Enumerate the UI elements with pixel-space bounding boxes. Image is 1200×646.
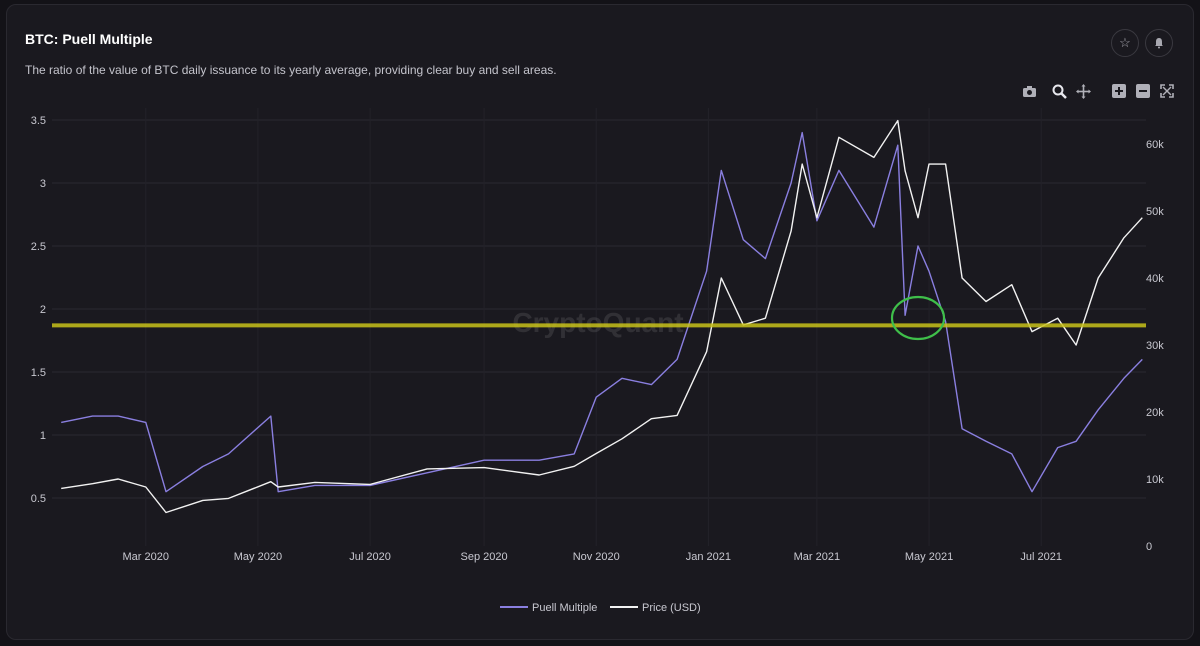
- x-tick-label: May 2021: [905, 551, 953, 563]
- watermark: CryptoQuant: [512, 307, 683, 338]
- legend-label: Puell Multiple: [532, 602, 597, 614]
- puell-multiple-line: [61, 131, 1143, 493]
- y-left-tick-label: 0.5: [31, 493, 46, 505]
- y-left-tick-label: 3.5: [31, 115, 46, 127]
- chart-title: BTC: Puell Multiple: [25, 31, 153, 47]
- favorite-button[interactable]: ☆: [1111, 29, 1139, 57]
- x-tick-label: Jul 2021: [1020, 551, 1062, 563]
- x-tick-label: May 2020: [234, 551, 282, 563]
- bell-icon: [1155, 38, 1163, 49]
- alert-button[interactable]: [1145, 29, 1173, 57]
- right-axis: 0 10k 20k 30k 40k 50k 60k: [1146, 139, 1164, 553]
- x-tick-label: Nov 2020: [573, 551, 620, 563]
- camera-icon[interactable]: [1021, 83, 1037, 99]
- y-left-tick-label: 2: [40, 304, 46, 316]
- chart-toolbar: [1021, 83, 1175, 99]
- y-left-tick-label: 1: [40, 430, 46, 442]
- y-right-tick-label: 20k: [1146, 407, 1164, 419]
- autoscale-icon[interactable]: [1159, 83, 1175, 99]
- pan-icon[interactable]: [1075, 83, 1091, 99]
- series-layer: [61, 119, 1143, 514]
- legend-label: Price (USD): [642, 602, 701, 614]
- x-tick-label: Sep 2020: [461, 551, 508, 563]
- x-tick-label: Mar 2020: [123, 551, 169, 563]
- highlight-circle: [890, 295, 946, 341]
- zoom-out-icon[interactable]: [1135, 83, 1151, 99]
- zoom-icon[interactable]: [1051, 83, 1067, 99]
- chart-card: BTC: Puell Multiple The ratio of the val…: [6, 4, 1194, 640]
- y-right-tick-label: 60k: [1146, 139, 1164, 151]
- y-left-tick-label: 1.5: [31, 367, 46, 379]
- y-right-tick-label: 50k: [1146, 206, 1164, 218]
- y-right-tick-label: 40k: [1146, 273, 1164, 285]
- x-tick-label: Jul 2020: [349, 551, 391, 563]
- y-right-tick-label: 30k: [1146, 340, 1164, 352]
- price-line: [61, 119, 1143, 514]
- left-axis: 0.5 1 1.5 2 2.5 3 3.5: [31, 115, 46, 505]
- x-tick-label: Jan 2021: [686, 551, 731, 563]
- grid: [52, 108, 1146, 546]
- y-left-tick-label: 2.5: [31, 241, 46, 253]
- y-left-tick-label: 3: [40, 178, 46, 190]
- chart-description: The ratio of the value of BTC daily issu…: [25, 63, 557, 77]
- y-right-tick-label: 0: [1146, 541, 1152, 553]
- legend: Puell Multiple Price (USD): [500, 602, 701, 614]
- x-axis: Mar 2020 May 2020 Jul 2020 Sep 2020 Nov 2020…: [123, 551, 1062, 563]
- zoom-in-icon[interactable]: [1111, 83, 1127, 99]
- x-tick-label: Mar 2021: [794, 551, 840, 563]
- y-right-tick-label: 10k: [1146, 474, 1164, 486]
- star-icon: ☆: [1119, 35, 1131, 50]
